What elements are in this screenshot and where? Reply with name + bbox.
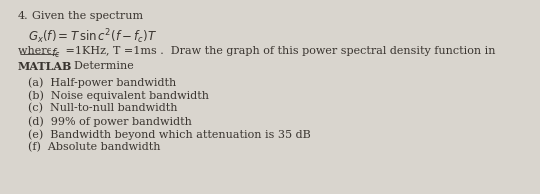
Text: =1KHz, T =1ms .  Draw the graph of this power spectral density function in: =1KHz, T =1ms . Draw the graph of this p… xyxy=(62,46,496,56)
Text: (b)  Noise equivalent bandwidth: (b) Noise equivalent bandwidth xyxy=(28,90,209,100)
Text: $G_x(f) = T\,\mathrm{sin}\,c^{2}(f - f_c)T$: $G_x(f) = T\,\mathrm{sin}\,c^{2}(f - f_c… xyxy=(28,27,157,46)
Text: . Determine: . Determine xyxy=(67,61,134,71)
Text: (f)  Absolute bandwidth: (f) Absolute bandwidth xyxy=(28,142,160,152)
Text: where: where xyxy=(18,46,60,56)
Text: 4.: 4. xyxy=(18,11,29,21)
Text: (e)  Bandwidth beyond which attenuation is 35 dB: (e) Bandwidth beyond which attenuation i… xyxy=(28,129,310,139)
Text: (a)  Half-power bandwidth: (a) Half-power bandwidth xyxy=(28,77,176,87)
Text: (c)  Null-to-null bandwidth: (c) Null-to-null bandwidth xyxy=(28,103,178,113)
Text: (d)  99% of power bandwidth: (d) 99% of power bandwidth xyxy=(28,116,192,126)
Text: Given the spectrum: Given the spectrum xyxy=(32,11,143,21)
Text: $f_c$: $f_c$ xyxy=(51,46,61,60)
Text: MATLAB: MATLAB xyxy=(18,61,72,72)
